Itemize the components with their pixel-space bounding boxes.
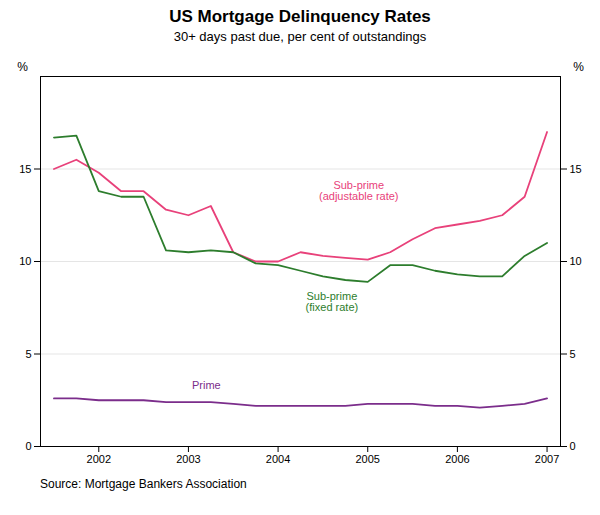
html-text:Source: Mortgage Bankers Assoc: Source: Mortgage Bankers Association xyxy=(40,477,247,491)
svg-text:0: 0 xyxy=(25,440,31,452)
svg-text:5: 5 xyxy=(25,348,31,360)
svg-text:10: 10 xyxy=(19,255,31,267)
svg-text:Sub-prime(adjustable rate): Sub-prime(adjustable rate) xyxy=(319,179,399,202)
html-text:US Mortgage Delinquency Rates: US Mortgage Delinquency Rates xyxy=(169,7,431,26)
svg-text:Sub-prime(fixed rate): Sub-prime(fixed rate) xyxy=(306,290,359,313)
svg-text:5: 5 xyxy=(570,348,576,360)
html-text:30+ days past due, per cent of: 30+ days past due, per cent of outstandi… xyxy=(173,29,427,44)
svg-text:%: % xyxy=(573,60,584,74)
svg-text:%: % xyxy=(17,60,28,74)
svg-text:2004: 2004 xyxy=(266,453,290,465)
svg-text:2003: 2003 xyxy=(176,453,200,465)
svg-text:15: 15 xyxy=(19,163,31,175)
svg-text:15: 15 xyxy=(570,163,582,175)
svg-text:10: 10 xyxy=(570,255,582,267)
svg-text:2007: 2007 xyxy=(535,453,559,465)
svg-text:Prime: Prime xyxy=(192,379,221,391)
svg-text:0: 0 xyxy=(570,440,576,452)
svg-text:2002: 2002 xyxy=(87,453,111,465)
svg-text:2005: 2005 xyxy=(355,453,379,465)
svg-text:2006: 2006 xyxy=(445,453,469,465)
